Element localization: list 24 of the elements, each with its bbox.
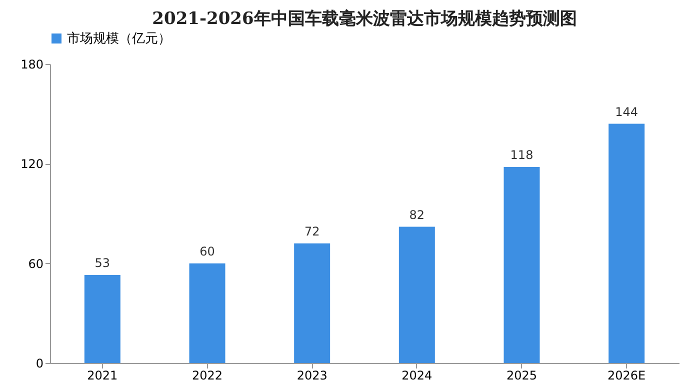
data-label: 144 bbox=[615, 104, 638, 119]
x-tick-label: 2021 bbox=[87, 368, 118, 382]
x-tick-label: 2024 bbox=[402, 368, 432, 382]
y-tick-label: 120 bbox=[20, 157, 44, 172]
x-tick-label: 2026E bbox=[608, 368, 646, 382]
bar bbox=[189, 263, 226, 363]
bar bbox=[504, 166, 540, 363]
data-label: 53 bbox=[94, 256, 110, 270]
data-label: 118 bbox=[510, 148, 534, 162]
bar bbox=[608, 124, 645, 363]
data-label: 82 bbox=[409, 208, 425, 222]
y-tick-label: 0 bbox=[36, 356, 44, 370]
x-tick-label: 2025 bbox=[506, 368, 538, 382]
bar bbox=[294, 243, 330, 363]
data-label: 72 bbox=[304, 224, 320, 238]
chart-title: 2021-2026年中国车载毫米波雷达市场规模趋势预测图 bbox=[152, 8, 577, 29]
legend-label: 市场规模（亿元） bbox=[67, 32, 171, 46]
bar bbox=[84, 274, 120, 363]
x-tick-label: 2022 bbox=[192, 368, 223, 382]
x-tick-label: 2023 bbox=[296, 368, 328, 382]
data-label: 60 bbox=[200, 244, 215, 258]
bar bbox=[398, 226, 435, 363]
y-tick-label: 180 bbox=[20, 58, 44, 72]
y-tick-label: 60 bbox=[28, 256, 44, 271]
